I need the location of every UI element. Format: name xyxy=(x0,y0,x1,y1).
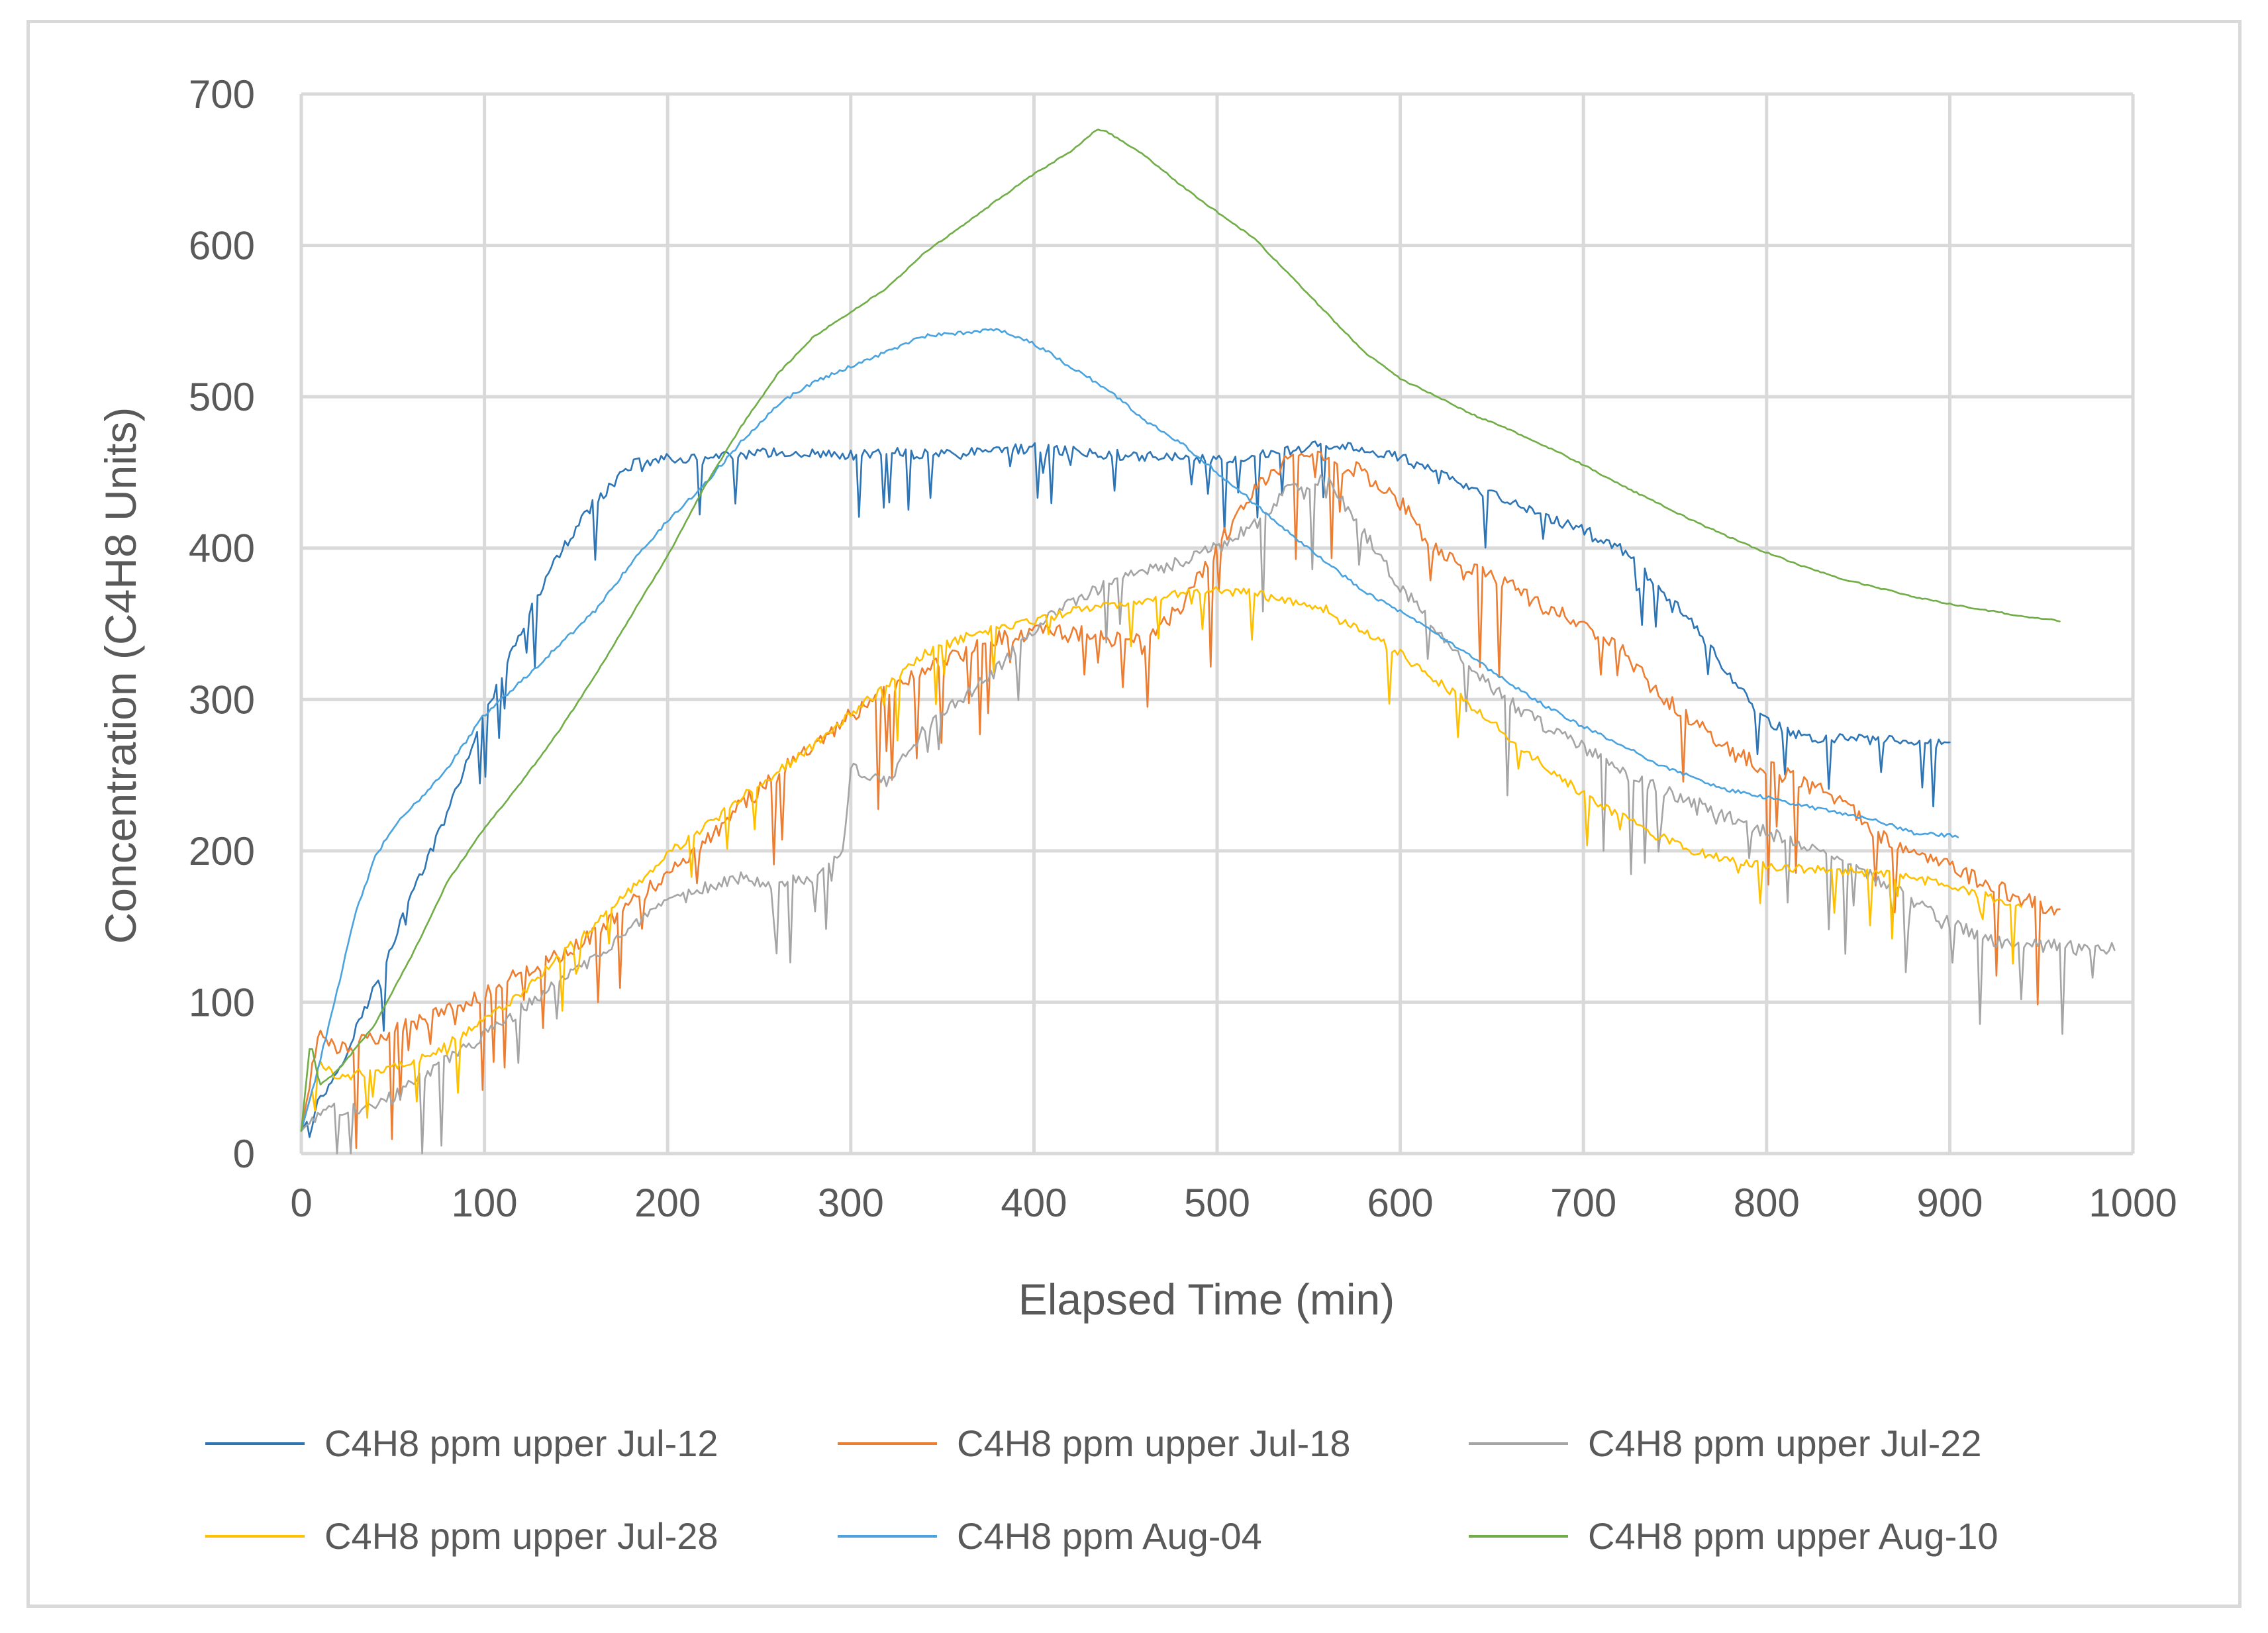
series-line-2 xyxy=(300,450,2061,1150)
x-tick-label: 600 xyxy=(1367,1181,1434,1225)
legend-label-4: C4H8 ppm upper Jul-28 xyxy=(324,1515,718,1557)
y-tick-label: 500 xyxy=(189,375,255,419)
x-tick-label: 300 xyxy=(818,1181,884,1225)
y-tick-label: 0 xyxy=(233,1132,255,1176)
series-line-4 xyxy=(300,586,2022,1132)
series-line-5 xyxy=(300,328,1959,1132)
legend-label-2: C4H8 ppm upper Jul-18 xyxy=(957,1422,1351,1464)
y-tick-label: 100 xyxy=(189,980,255,1024)
legend-label-1: C4H8 ppm upper Jul-12 xyxy=(324,1422,718,1464)
legend-label-3: C4H8 ppm upper Jul-22 xyxy=(1588,1422,1982,1464)
y-tick-label: 300 xyxy=(189,677,255,722)
legend-label-6: C4H8 ppm upper Aug-10 xyxy=(1588,1515,1998,1557)
legend-label-5: C4H8 ppm Aug-04 xyxy=(957,1515,1262,1557)
y-tick-label: 600 xyxy=(189,224,255,268)
legend: C4H8 ppm upper Jul-12 C4H8 ppm upper Jul-… xyxy=(205,1422,1998,1557)
y-tick-label: 400 xyxy=(189,526,255,571)
x-tick-label: 0 xyxy=(290,1181,312,1225)
x-tick-label: 400 xyxy=(1001,1181,1067,1225)
x-tick-label: 200 xyxy=(634,1181,701,1225)
x-tick-label: 700 xyxy=(1550,1181,1616,1225)
series-line-1 xyxy=(300,440,1951,1138)
x-axis-title: Elapsed Time (min) xyxy=(1018,1275,1395,1324)
x-tick-label: 500 xyxy=(1184,1181,1250,1225)
tick-layer: 0 100 200 300 400 500 600 700 800 900 1000 0 100 200 3… xyxy=(189,72,2177,1225)
series-line-6 xyxy=(300,128,2061,1132)
y-axis-title: Concentration (C4H8 Units) xyxy=(96,407,145,944)
x-tick-label: 900 xyxy=(1916,1181,1983,1225)
x-tick-label: 100 xyxy=(452,1181,518,1225)
y-tick-label: 700 xyxy=(189,72,255,117)
x-tick-label: 1000 xyxy=(2089,1181,2177,1225)
x-tick-label: 800 xyxy=(1734,1181,1800,1225)
series-line-3 xyxy=(300,474,2116,1155)
y-tick-label: 200 xyxy=(189,829,255,873)
chart-frame xyxy=(26,20,2242,1608)
series-layer xyxy=(300,128,2116,1155)
grid-layer xyxy=(299,92,2135,1156)
